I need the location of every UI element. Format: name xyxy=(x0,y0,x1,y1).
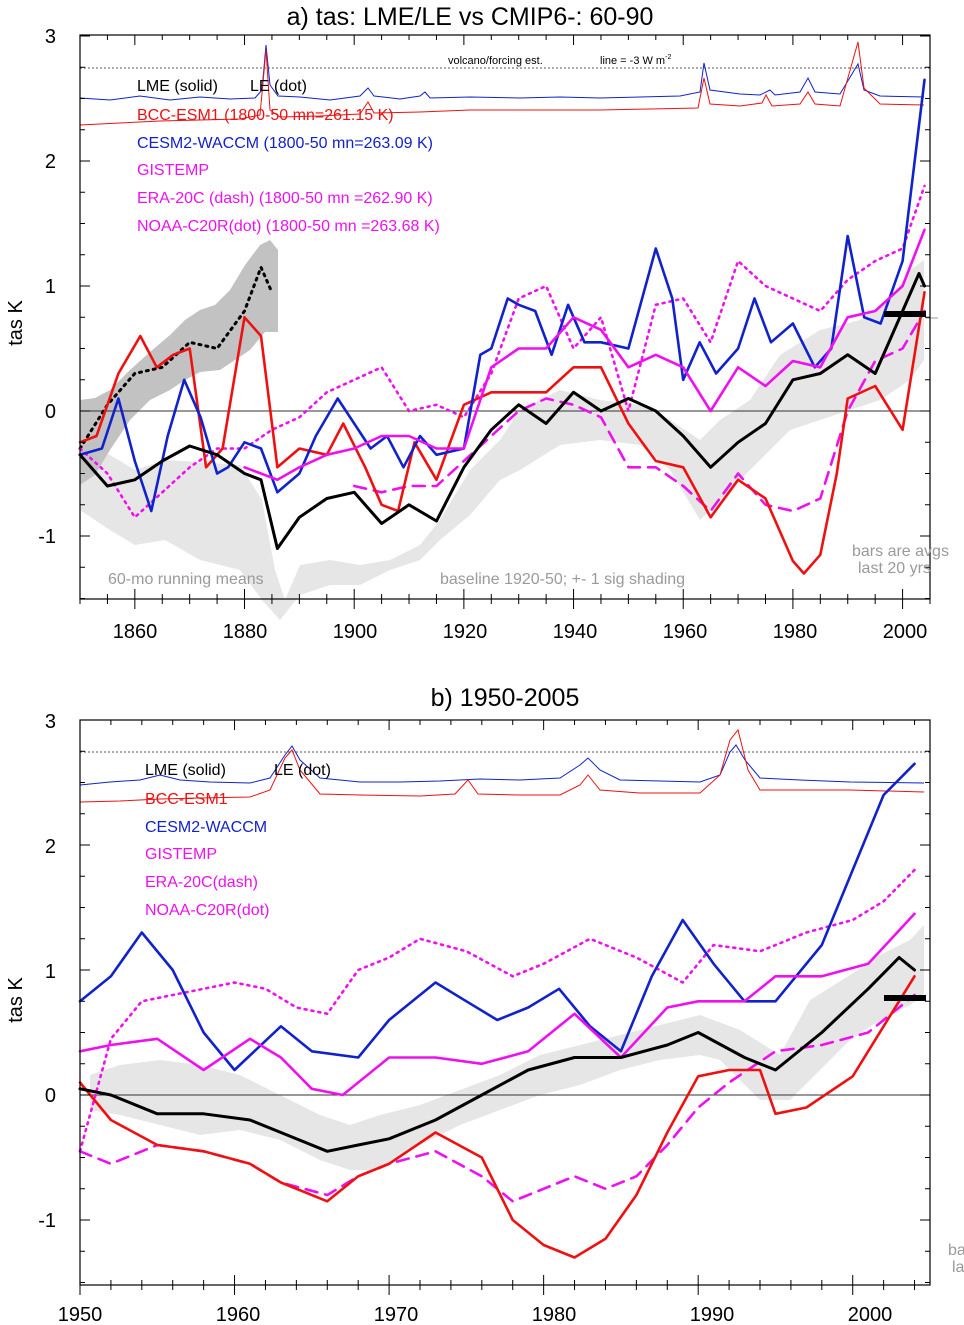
panel-b-ticks xyxy=(79,719,930,1295)
x-tick-label: 1950 xyxy=(58,1304,103,1325)
y-tick-label: 3 xyxy=(45,711,56,733)
x-tick-label: 1900 xyxy=(333,621,378,643)
y-tick-label: 1 xyxy=(45,276,56,298)
series-line-bcc-esm1 xyxy=(78,975,916,1259)
legend-entry-noaa: NOAA-C20R(dot) (1800-50 mn =263.68 K) xyxy=(137,218,440,235)
y-tick-label: -1 xyxy=(38,526,56,548)
series-line-cesm2-waccm xyxy=(78,78,926,513)
bars-note-line1: bars are avgs xyxy=(852,543,949,560)
series-line-cesm2-waccm xyxy=(78,762,916,1072)
legend-entry-bcc: BCC-ESM1 xyxy=(145,791,228,808)
series-line-noaa-c20r-dot xyxy=(78,868,916,1153)
x-tick-label: 1980 xyxy=(532,1304,577,1325)
legend-entry-lme: LME (solid) xyxy=(137,78,218,95)
bcc-forcing-trace xyxy=(79,41,925,126)
legend-entry-gistemp: GISTEMP xyxy=(145,846,217,863)
x-tick-label: 1960 xyxy=(216,1304,261,1325)
panel-a: a) tas: LME/LE vs CMIP6-: 60-90 tas K vo… xyxy=(5,3,949,643)
bars-note-line2: la xyxy=(952,1259,964,1276)
panel-b: b) 1950-2005 tas K 3 2 1 0 -1 1950 1960 xyxy=(5,684,964,1325)
le-spread-shading xyxy=(80,240,278,485)
panel-a-ticks xyxy=(79,35,931,609)
legend-entry-noaa: NOAA-C20R(dot) xyxy=(145,902,269,919)
x-tick-label: 2000 xyxy=(848,1304,893,1325)
panel-a-title: a) tas: LME/LE vs CMIP6-: 60-90 xyxy=(287,3,654,31)
y-tick-label: 3 xyxy=(45,26,56,48)
legend-entry-cesm2: CESM2-WACCM (1800-50 mn=263.09 K) xyxy=(137,135,433,152)
y-tick-label: 2 xyxy=(45,151,56,173)
x-tick-label: 1990 xyxy=(690,1304,735,1325)
x-tick-label: 1940 xyxy=(553,621,598,643)
legend-entry-lme: LME (solid) xyxy=(145,762,226,779)
panel-b-ylabel: tas K xyxy=(5,977,27,1023)
series-line-gistemp xyxy=(78,912,916,1097)
legend-entry-bcc: BCC-ESM1 (1800-50 mn=261.15 K) xyxy=(137,107,394,124)
baseline-note: baseline 1920-50; +- 1 sig shading xyxy=(440,571,685,588)
running-mean-note: 60-mo running means xyxy=(108,571,264,588)
y-tick-label: 2 xyxy=(45,836,56,858)
panel-b-series xyxy=(78,762,916,1259)
legend-entry-cesm2: CESM2-WACCM xyxy=(145,819,267,836)
legend-entry-le: LE (dot) xyxy=(274,762,331,779)
y-tick-label: -1 xyxy=(38,1210,56,1232)
series-line-era-20c-dash xyxy=(352,309,926,513)
x-tick-label: 1880 xyxy=(223,621,268,643)
line-label: line = -3 W m-2 xyxy=(600,54,671,67)
panel-a-ylabel: tas K xyxy=(5,300,27,346)
panel-b-title: b) 1950-2005 xyxy=(431,684,580,712)
bars-note-line1: ba xyxy=(948,1242,964,1259)
panel-a-series xyxy=(78,78,926,575)
series-line-lme-solid xyxy=(78,956,916,1153)
x-tick-label: 2000 xyxy=(883,621,928,643)
panel-b-frame xyxy=(79,719,931,1286)
series-line-gistemp xyxy=(243,228,926,482)
legend-entry-le: LE (dot) xyxy=(250,78,307,95)
x-tick-label: 1970 xyxy=(374,1304,419,1325)
x-tick-label: 1980 xyxy=(773,621,818,643)
y-tick-label: 0 xyxy=(45,401,56,423)
y-tick-label: 0 xyxy=(45,1085,56,1107)
x-tick-label: 1960 xyxy=(663,621,708,643)
cesm2-forcing-trace xyxy=(79,744,925,786)
legend-entry-gistemp: GISTEMP xyxy=(137,162,209,179)
y-tick-label: 1 xyxy=(45,961,56,983)
lme-sigma-shading xyxy=(90,925,924,1170)
lme-sigma-shading xyxy=(80,260,924,620)
legend-entry-era20c: ERA-20C(dash) xyxy=(145,874,258,891)
bars-note-line2: last 20 yrs xyxy=(858,560,931,577)
cesm2-forcing-trace xyxy=(79,44,925,101)
bcc-forcing-trace xyxy=(79,728,925,803)
series-line-le-dot xyxy=(78,265,274,450)
x-tick-label: 1920 xyxy=(443,621,488,643)
legend-entry-era20c: ERA-20C (dash) (1800-50 mn =262.90 K) xyxy=(137,190,433,207)
x-tick-label: 1860 xyxy=(113,621,158,643)
volcano-label: volcano/forcing est. xyxy=(448,55,543,67)
series-line-lme-solid xyxy=(78,272,926,550)
